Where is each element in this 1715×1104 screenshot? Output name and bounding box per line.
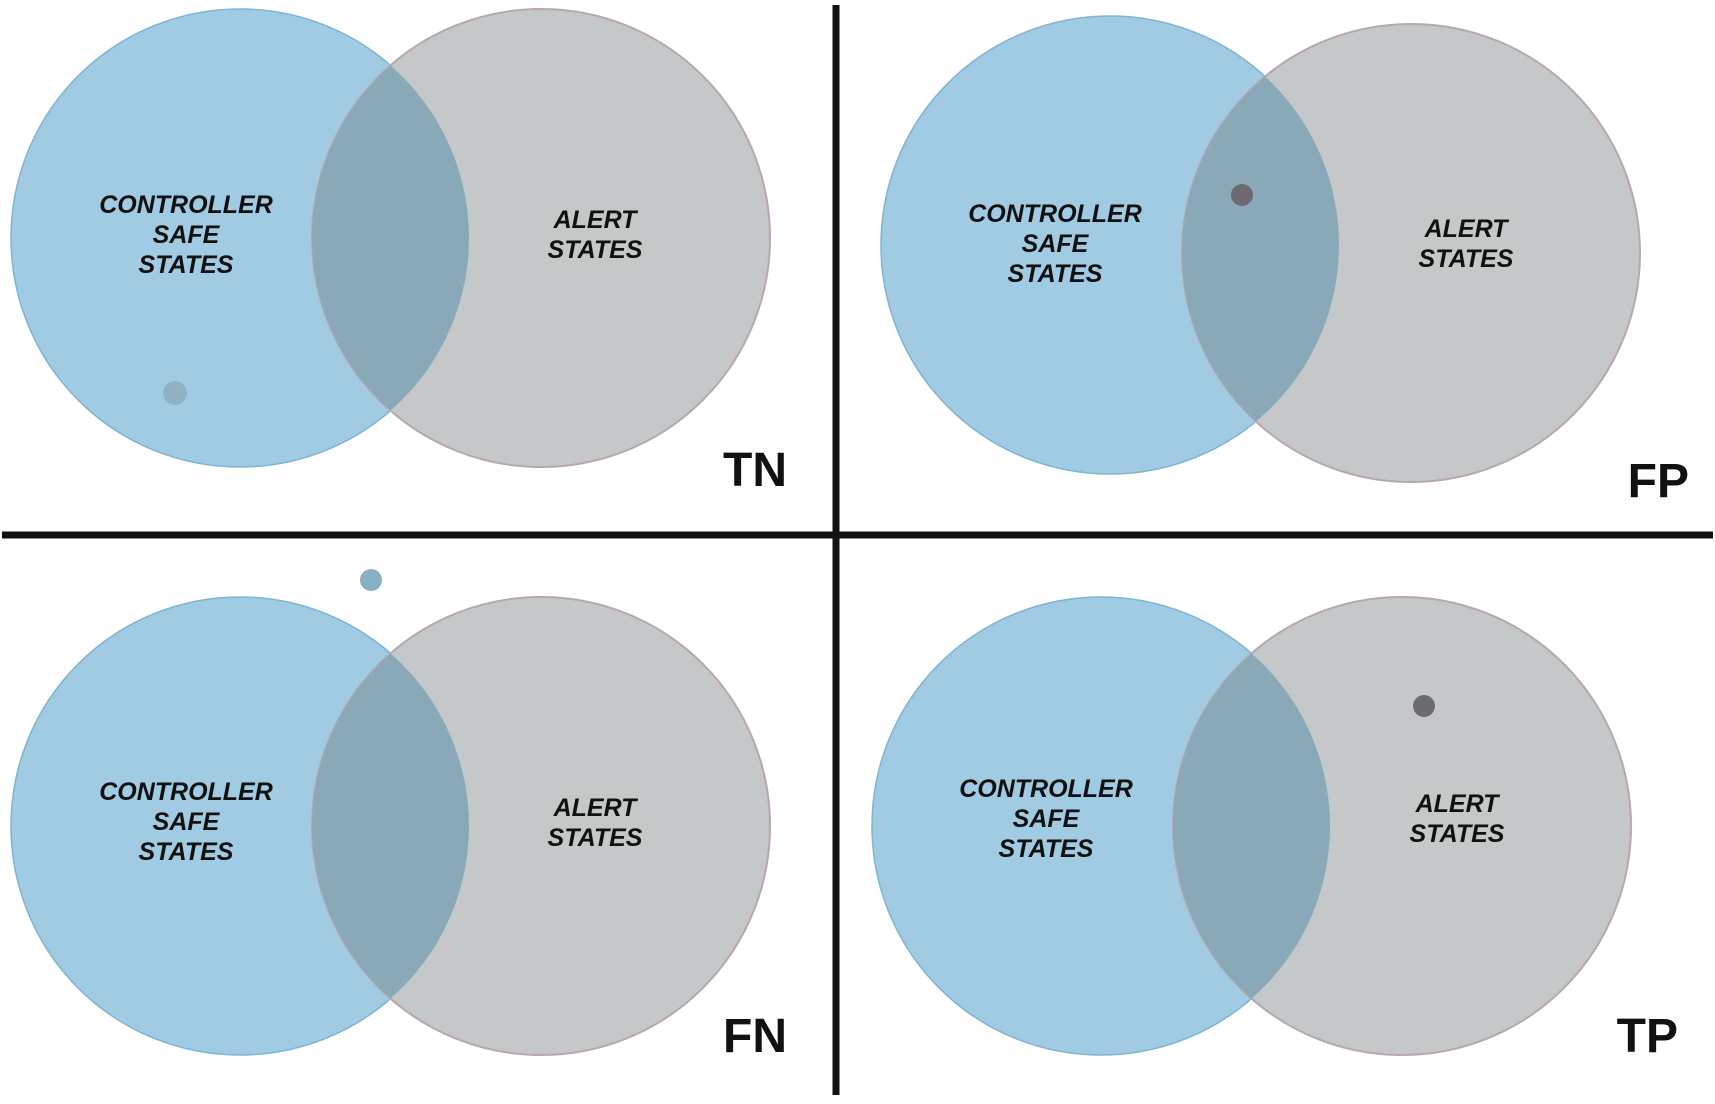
safe-states-label: CONTROLLER SAFE STATES [99, 778, 273, 866]
alert-states-label: ALERT STATES [548, 794, 643, 852]
safe-states-label-line: CONTROLLER [968, 200, 1142, 228]
alert-states-label-line: STATES [1410, 820, 1505, 848]
safe-states-label-line: SAFE [153, 221, 221, 249]
alert-states-label-line: STATES [1419, 245, 1514, 273]
alert-states-label-line: ALERT [1415, 790, 1502, 818]
safe-states-label-line: CONTROLLER [959, 775, 1133, 803]
alert-states-label-line: STATES [548, 236, 643, 264]
overlap-region [1173, 597, 1330, 1055]
alert-states-label-line: ALERT [553, 206, 640, 234]
state-point [163, 381, 187, 405]
safe-states-label-line: CONTROLLER [99, 191, 273, 219]
quadrant-label-tp: TP [1617, 1010, 1678, 1063]
quadrant-label-tn: TN [723, 444, 787, 497]
safe-states-label: CONTROLLER SAFE STATES [968, 200, 1142, 288]
safe-states-label: CONTROLLER SAFE STATES [959, 775, 1133, 863]
safe-states-label-line: STATES [999, 835, 1094, 863]
dividers-layer [2, 5, 1713, 1095]
alert-states-label: ALERT STATES [1419, 215, 1514, 273]
alert-states-label-line: STATES [548, 824, 643, 852]
safe-states-label-line: STATES [1008, 260, 1103, 288]
state-point [360, 569, 382, 591]
alert-states-label-line: ALERT [1424, 215, 1511, 243]
quadrant-label-fn: FN [723, 1010, 787, 1063]
alert-states-label: ALERT STATES [1410, 790, 1505, 848]
safe-states-label-line: SAFE [153, 808, 221, 836]
safe-states-label: CONTROLLER SAFE STATES [99, 191, 273, 279]
alert-states-label-line: ALERT [553, 794, 640, 822]
overlap-region [312, 597, 469, 1055]
state-point [1413, 695, 1435, 717]
overlap-region [1182, 24, 1339, 474]
overlap-region [312, 9, 469, 467]
state-point [1231, 184, 1253, 206]
safe-states-label-line: SAFE [1022, 230, 1090, 258]
safe-states-label-line: STATES [139, 838, 234, 866]
alert-states-label: ALERT STATES [548, 206, 643, 264]
quadrant-label-fp: FP [1628, 455, 1689, 508]
safe-states-label-line: STATES [139, 251, 234, 279]
safe-states-label-line: CONTROLLER [99, 778, 273, 806]
safe-states-label-line: SAFE [1013, 805, 1081, 833]
